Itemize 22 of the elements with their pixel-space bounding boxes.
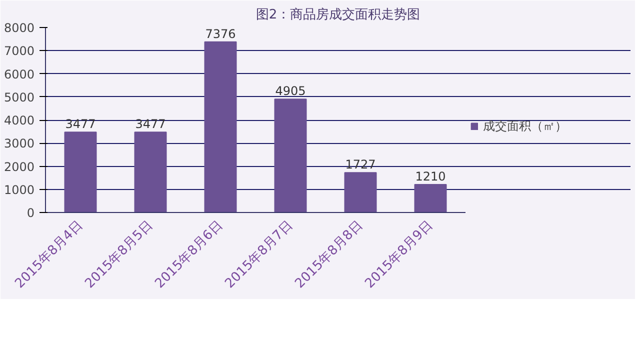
bar <box>134 132 167 212</box>
bar <box>204 41 237 212</box>
y-tick-label: 7000 <box>4 44 35 58</box>
bar <box>274 98 307 212</box>
data-label: 3477 <box>135 117 166 132</box>
legend-label: 成交面积（㎡） <box>483 118 567 134</box>
y-tick-label: 1000 <box>4 182 35 197</box>
y-tick-label: 0 <box>26 206 35 220</box>
y-tick-label: 5000 <box>4 90 35 104</box>
data-label: 1210 <box>415 170 446 184</box>
chart-title: 图2：商品房成交面积走势图 <box>256 6 420 22</box>
y-tick-label: 3000 <box>4 136 35 151</box>
y-tick-label: 6000 <box>4 67 35 82</box>
bar <box>414 184 447 212</box>
y-tick-label: 8000 <box>4 21 35 35</box>
y-tick-label: 4000 <box>4 114 35 128</box>
data-label: 7376 <box>205 26 236 41</box>
data-label: 4905 <box>275 84 306 98</box>
data-label: 3477 <box>65 117 96 132</box>
bar <box>64 132 97 212</box>
bar <box>344 172 377 212</box>
y-tick-label: 2000 <box>4 160 35 174</box>
